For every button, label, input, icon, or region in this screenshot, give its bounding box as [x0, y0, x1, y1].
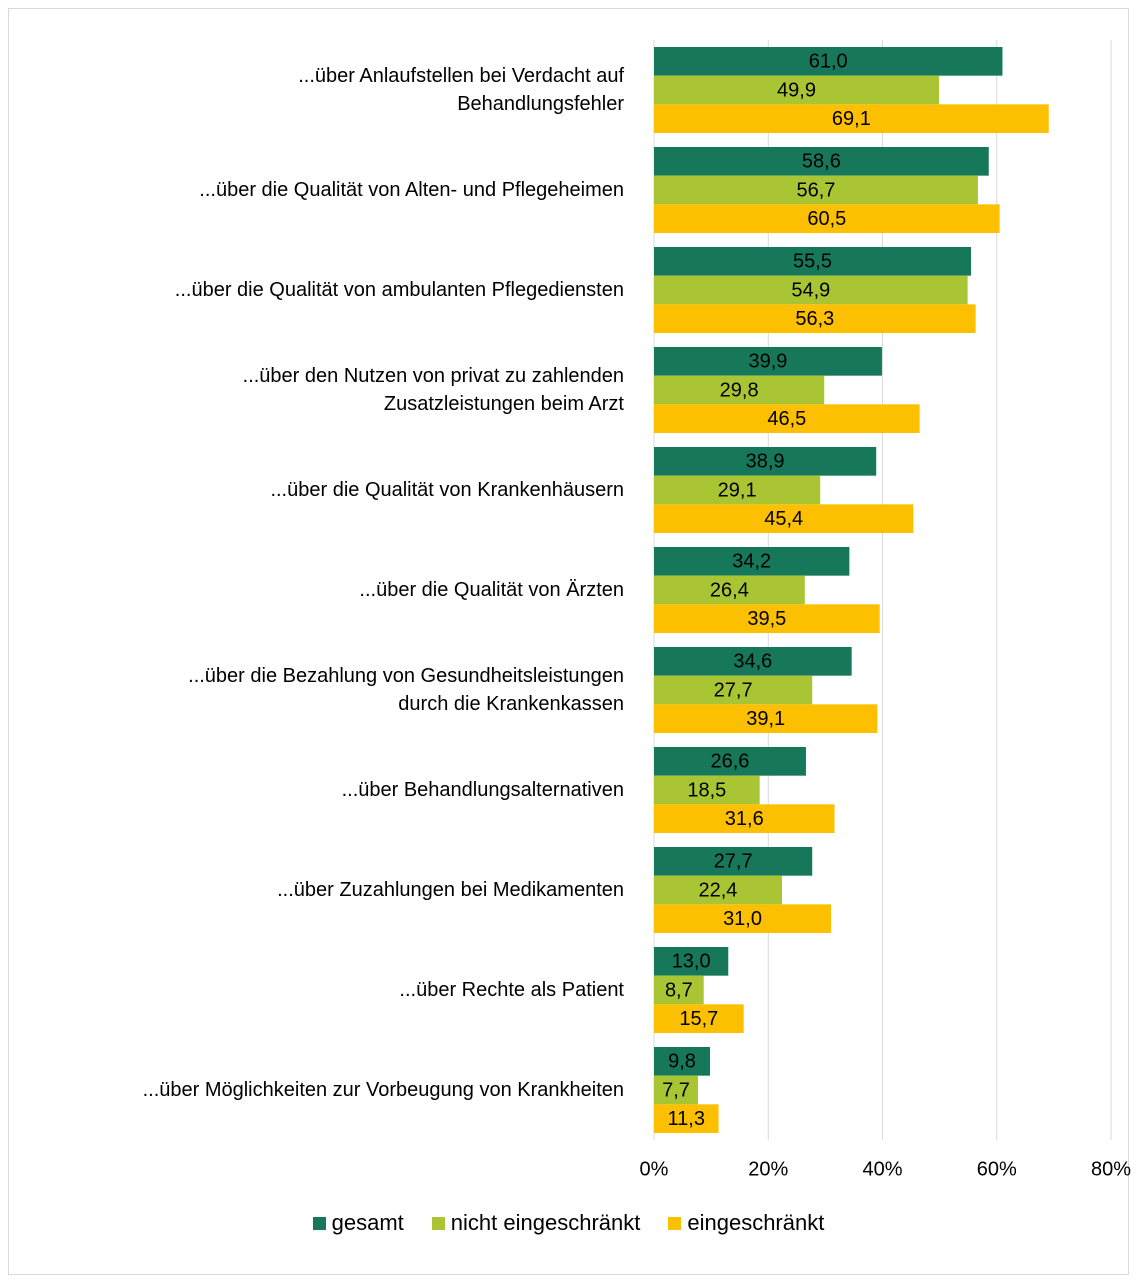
bar [654, 1047, 710, 1076]
category-label: ...über Zuzahlungen bei Medikamenten [277, 879, 624, 901]
bar [654, 475, 821, 505]
x-tick-label: 80% [1091, 1158, 1131, 1180]
value-label: 56,3 [795, 308, 834, 330]
legend-item: nicht eingeschränkt [431, 1210, 641, 1236]
bar [654, 875, 782, 905]
value-label: 26,6 [711, 751, 750, 773]
value-label: 27,7 [714, 851, 753, 873]
bar [654, 247, 972, 276]
bar [654, 575, 805, 605]
bar [654, 275, 968, 305]
bar [654, 604, 880, 633]
value-label: 55,5 [793, 251, 832, 273]
bar [654, 704, 878, 733]
bar [654, 147, 989, 176]
value-label: 61,0 [809, 51, 848, 73]
value-label: 9,8 [668, 1051, 696, 1073]
category-label: ...über Behandlungsalternativen [341, 779, 624, 801]
bar [654, 675, 813, 705]
legend: gesamt nicht eingeschränkt eingeschränkt [0, 1210, 1137, 1236]
value-label: 15,7 [679, 1008, 718, 1030]
bar [654, 804, 835, 833]
bar [654, 304, 976, 333]
value-label: 29,8 [720, 379, 759, 401]
bar [654, 547, 850, 576]
bar [654, 904, 832, 933]
value-label: 31,0 [723, 908, 762, 930]
legend-swatch [312, 1216, 326, 1230]
bar [654, 647, 852, 676]
value-label: 13,0 [672, 951, 711, 973]
x-tick-label: 40% [862, 1158, 902, 1180]
value-label: 46,5 [767, 408, 806, 430]
category-label: ...über die Qualität von Ärzten [359, 579, 624, 601]
bar [654, 404, 920, 433]
bar [654, 847, 813, 876]
bar [654, 204, 1000, 233]
category-label: ...über Möglichkeiten zur Vorbeugung von… [142, 1079, 624, 1101]
value-label: 22,4 [699, 879, 738, 901]
bar [654, 504, 914, 533]
category-label: ...über Rechte als Patient [399, 979, 624, 1001]
value-label: 38,9 [746, 451, 785, 473]
value-label: 58,6 [802, 151, 841, 173]
value-label: 45,4 [764, 508, 803, 530]
value-label: 27,7 [714, 679, 753, 701]
value-label: 69,1 [832, 108, 871, 130]
bar [654, 104, 1049, 133]
x-tick-label: 0% [640, 1158, 669, 1180]
bar [654, 175, 978, 205]
bar [654, 975, 704, 1005]
value-label: 29,1 [718, 479, 757, 501]
bar [654, 1075, 698, 1105]
value-label: 56,7 [796, 179, 835, 201]
legend-swatch [431, 1216, 445, 1230]
legend-item: eingeschränkt [668, 1210, 824, 1236]
value-label: 39,5 [747, 608, 786, 630]
legend-label: gesamt [331, 1210, 404, 1235]
legend-item: gesamt [312, 1210, 404, 1236]
x-tick-label: 60% [977, 1158, 1017, 1180]
category-label: ...über die Qualität von ambulanten Pfle… [174, 279, 624, 301]
bar [654, 947, 729, 976]
category-label: ...über die Bezahlung von Gesundheitslei… [188, 665, 624, 715]
value-label: 49,9 [777, 79, 816, 101]
x-tick-label: 20% [748, 1158, 788, 1180]
value-label: 26,4 [710, 579, 749, 601]
bar [654, 775, 760, 805]
category-label: ...über die Qualität von Alten- und Pfle… [199, 179, 624, 201]
bar [654, 1004, 744, 1033]
value-label: 34,2 [732, 551, 771, 573]
bar [654, 347, 882, 376]
bar [654, 47, 1003, 76]
legend-swatch [668, 1216, 682, 1230]
value-label: 34,6 [733, 651, 772, 673]
value-label: 8,7 [665, 979, 693, 1001]
bar [654, 747, 806, 776]
value-label: 39,9 [748, 351, 787, 373]
category-label: ...über die Qualität von Krankenhäusern [270, 479, 624, 501]
bar [654, 375, 825, 405]
value-label: 60,5 [807, 208, 846, 230]
value-label: 11,3 [668, 1108, 705, 1130]
category-label: ...über Anlaufstellen bei Verdacht auf B… [298, 65, 624, 115]
value-label: 7,7 [662, 1079, 690, 1101]
value-label: 18,5 [687, 779, 726, 801]
bar [654, 1104, 719, 1133]
value-label: 39,1 [746, 708, 785, 730]
frame [8, 8, 1129, 1275]
bar [654, 75, 940, 105]
value-label: 54,9 [791, 279, 830, 301]
category-label: ...über den Nutzen von privat zu zahlend… [242, 365, 624, 415]
value-label: 31,6 [725, 808, 764, 830]
bar [654, 447, 877, 476]
legend-label: eingeschränkt [687, 1210, 825, 1235]
legend-label: nicht eingeschränkt [450, 1210, 641, 1235]
